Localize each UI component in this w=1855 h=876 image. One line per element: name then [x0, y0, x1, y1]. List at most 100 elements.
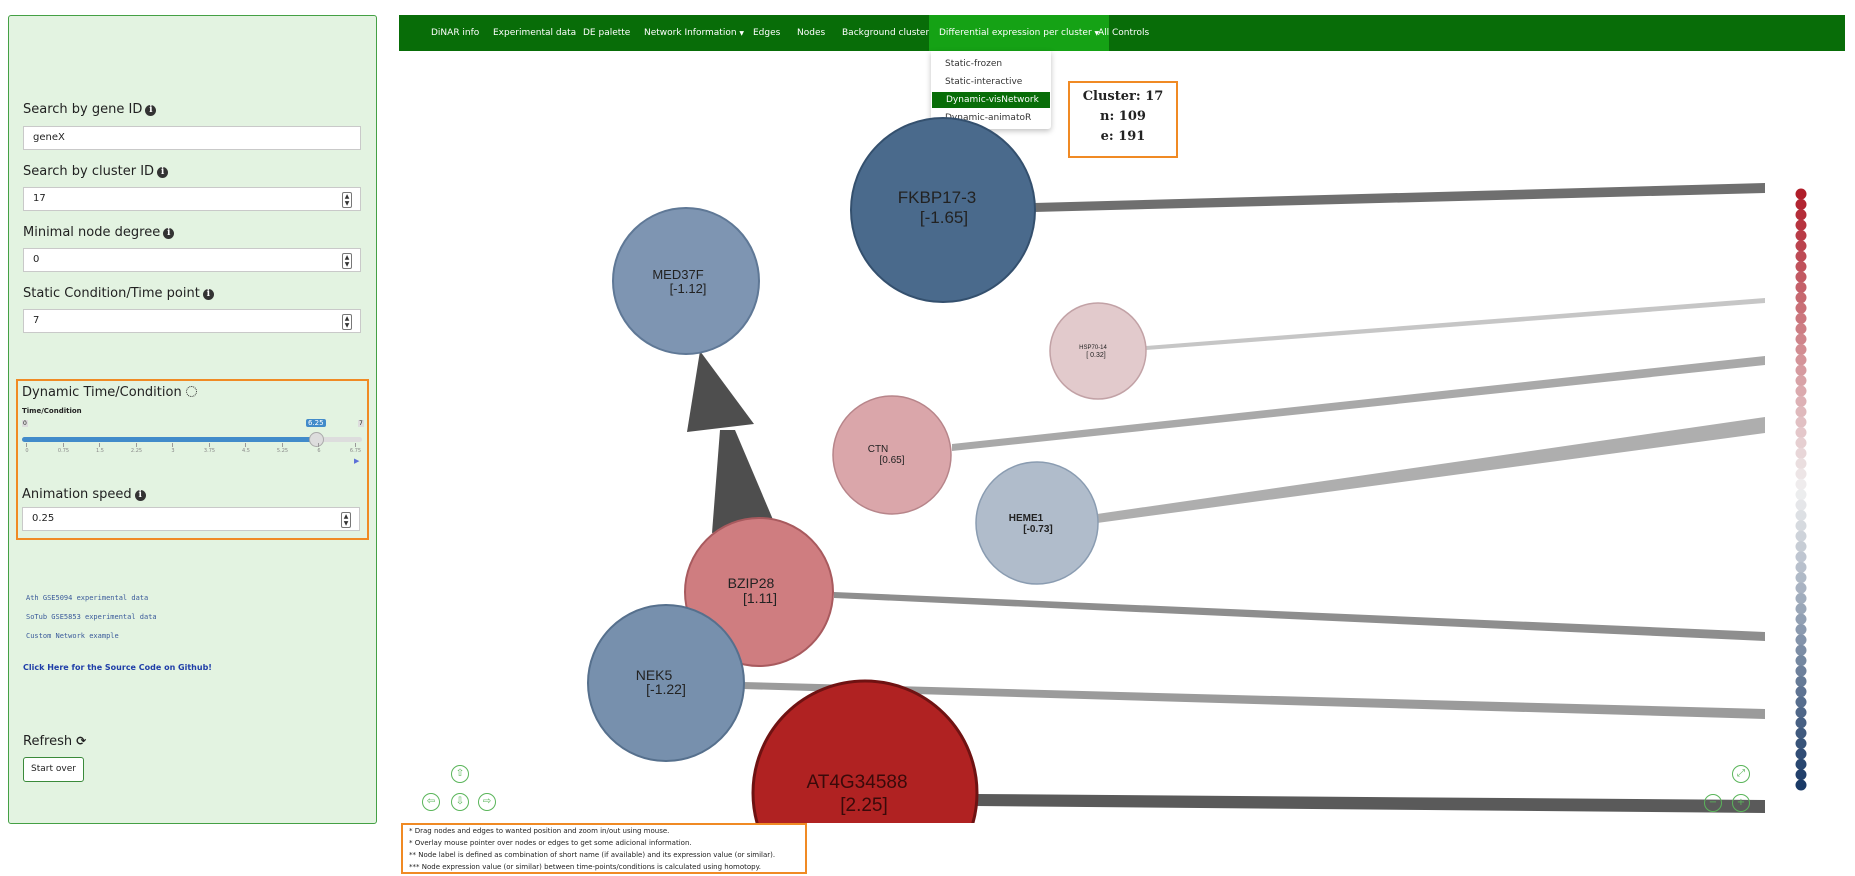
expression-color-legend — [1795, 188, 1807, 791]
network-node[interactable] — [751, 679, 979, 823]
legend-dot — [1795, 592, 1807, 604]
edge[interactable] — [1097, 417, 1765, 523]
slider-value-label: 6.25 — [306, 419, 326, 427]
slider-handle[interactable] — [309, 432, 324, 447]
slider-track[interactable] — [22, 437, 362, 442]
network-node[interactable] — [975, 461, 1099, 585]
edge[interactable] — [952, 356, 1765, 451]
node-value: [2.25] — [840, 795, 888, 816]
slider-tick — [318, 443, 319, 447]
slider-max-label: 7 — [358, 420, 364, 427]
network-node[interactable] — [1049, 302, 1147, 400]
search-gene-input[interactable]: geneX — [23, 126, 361, 150]
menu-item-static-frozen[interactable]: Static-frozen — [945, 59, 1003, 69]
network-node[interactable] — [850, 117, 1036, 303]
zoom-out-icon[interactable]: − — [1704, 794, 1722, 812]
network-node[interactable] — [587, 604, 745, 762]
nav-background-clusters[interactable]: Background clusters — [842, 28, 934, 38]
dynamic-controls-box: Dynamic Time/Condition Time/Condition 0 … — [16, 379, 369, 540]
start-over-button[interactable]: Start over — [23, 757, 84, 782]
legend-dot — [1795, 530, 1807, 542]
edge[interactable] — [1146, 298, 1765, 350]
menu-item-dynamic-animator[interactable]: Dynamic-animatoR — [945, 113, 1032, 123]
slider-title: Time/Condition — [22, 407, 82, 415]
example-link-sotub[interactable]: SoTub GSE5853 experimental data — [26, 613, 157, 621]
network-node[interactable] — [612, 207, 760, 355]
slider-tick-label: 0.75 — [57, 448, 70, 454]
legend-dot — [1795, 188, 1807, 200]
node-label: HSP70-14 — [1079, 345, 1107, 351]
refresh-label: Refresh ⟳ — [23, 734, 87, 749]
slider-tick — [354, 443, 356, 447]
arrow-up-icon[interactable]: ⇧ — [451, 765, 469, 783]
static-time-input[interactable]: 7 ▲ ▼ — [23, 309, 361, 333]
zoom-extent-icon[interactable]: ⤢ — [1732, 765, 1750, 783]
legend-dot — [1795, 375, 1807, 387]
legend-dot — [1795, 261, 1807, 273]
nav-network-information[interactable]: Network Information ▼ — [644, 28, 745, 38]
legend-dot — [1795, 634, 1807, 646]
number-spinner-icon[interactable]: ▲ ▼ — [342, 253, 352, 269]
legend-dot — [1795, 250, 1807, 262]
example-link-custom[interactable]: Custom Network example — [26, 632, 119, 640]
example-link-ath[interactable]: Ath GSE5094 experimental data — [26, 594, 149, 602]
search-cluster-input[interactable]: 17 ▲ ▼ — [23, 187, 361, 211]
legend-dot — [1795, 696, 1807, 708]
zoom-in-icon[interactable]: + — [1732, 794, 1750, 812]
legend-dot — [1795, 561, 1807, 573]
legend-dot — [1795, 541, 1807, 553]
arrow-left-icon[interactable]: ⇦ — [422, 793, 440, 811]
node-value: [-0.73] — [1023, 524, 1052, 535]
nav-all-controls[interactable]: All Controls — [1098, 28, 1150, 38]
dropdown-menu: Static-frozen Static-interactive Dynamic… — [931, 51, 1051, 129]
number-spinner-icon[interactable]: ▲ ▼ — [342, 192, 352, 208]
dynamic-time-label: Dynamic Time/Condition — [22, 385, 197, 400]
github-source-link[interactable]: Click Here for the Source Code on Github… — [23, 663, 212, 672]
nav-edges[interactable]: Edges — [753, 28, 781, 38]
network-node[interactable] — [832, 395, 952, 515]
legend-dot — [1795, 395, 1807, 407]
edge[interactable] — [1034, 183, 1765, 212]
legend-dot — [1795, 572, 1807, 584]
node-label: FKBP17-3 — [898, 188, 976, 207]
node-value: [-1.12] — [670, 281, 707, 296]
nav-dinar-info[interactable]: DiNAR info — [431, 28, 480, 38]
slider-tick — [99, 443, 100, 447]
slider-tick-label: 3 — [171, 448, 175, 454]
legend-dot — [1795, 478, 1807, 490]
edge[interactable] — [834, 592, 1765, 641]
legend-dot — [1795, 665, 1807, 677]
min-degree-label: Minimal node degree i — [23, 225, 175, 240]
edge[interactable] — [743, 682, 1765, 719]
legend-dot — [1795, 738, 1807, 750]
arrow-down-icon[interactable]: ⇩ — [451, 793, 469, 811]
legend-dot — [1795, 509, 1807, 521]
legend-dot — [1795, 281, 1807, 293]
node-value: [-1.65] — [920, 208, 968, 227]
legend-dot — [1795, 686, 1807, 698]
edge[interactable] — [976, 794, 1765, 813]
legend-dot — [1795, 437, 1807, 449]
number-spinner-icon[interactable]: ▲ ▼ — [342, 314, 352, 330]
menu-item-static-interactive[interactable]: Static-interactive — [945, 77, 1023, 87]
network-canvas[interactable]: FKBP17-3 [-1.65] MED37F [-1.12] HSP70-14… — [400, 51, 1850, 823]
number-spinner-icon[interactable]: ▲ ▼ — [341, 512, 351, 528]
node-value: [ 0.32] — [1086, 352, 1106, 359]
menu-item-dynamic-visnetwork[interactable]: Dynamic-visNetwork — [932, 92, 1050, 108]
min-degree-input[interactable]: 0 ▲ ▼ — [23, 248, 361, 272]
nav-nodes[interactable]: Nodes — [797, 28, 826, 38]
legend-dot — [1795, 229, 1807, 241]
legend-dot — [1795, 447, 1807, 459]
anim-speed-input[interactable]: 0.25 ▲ ▼ — [22, 507, 360, 531]
nav-differential-expression[interactable]: Differential expression per cluster ▼ — [929, 15, 1110, 51]
usage-notes-box: * Drag nodes and edges to wanted positio… — [401, 823, 807, 874]
directed-edge[interactable] — [712, 430, 774, 533]
legend-dot — [1795, 644, 1807, 656]
arrow-right-icon[interactable]: ⇨ — [478, 793, 496, 811]
slider-tick-label: 4.5 — [242, 448, 250, 454]
play-icon[interactable]: ▶ — [354, 457, 360, 465]
nav-de-palette[interactable]: DE palette — [583, 28, 631, 38]
nav-experimental-data[interactable]: Experimental data — [493, 28, 577, 38]
legend-dot — [1795, 675, 1807, 687]
slider-tick — [208, 443, 210, 447]
